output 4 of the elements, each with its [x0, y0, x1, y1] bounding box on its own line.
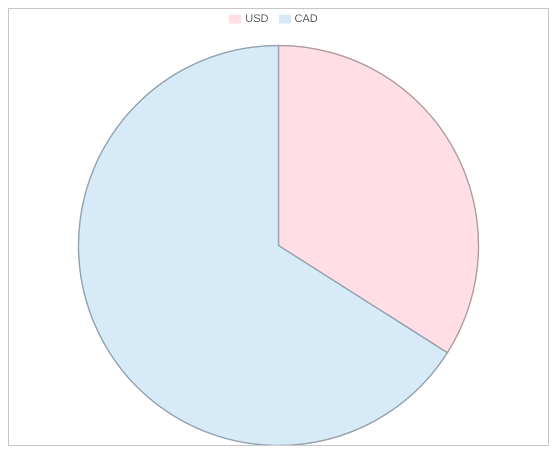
pie-slice: [278, 44, 479, 354]
pie-slice: [78, 44, 448, 445]
legend-label: CAD: [294, 13, 318, 25]
legend-label: USD: [245, 13, 268, 25]
